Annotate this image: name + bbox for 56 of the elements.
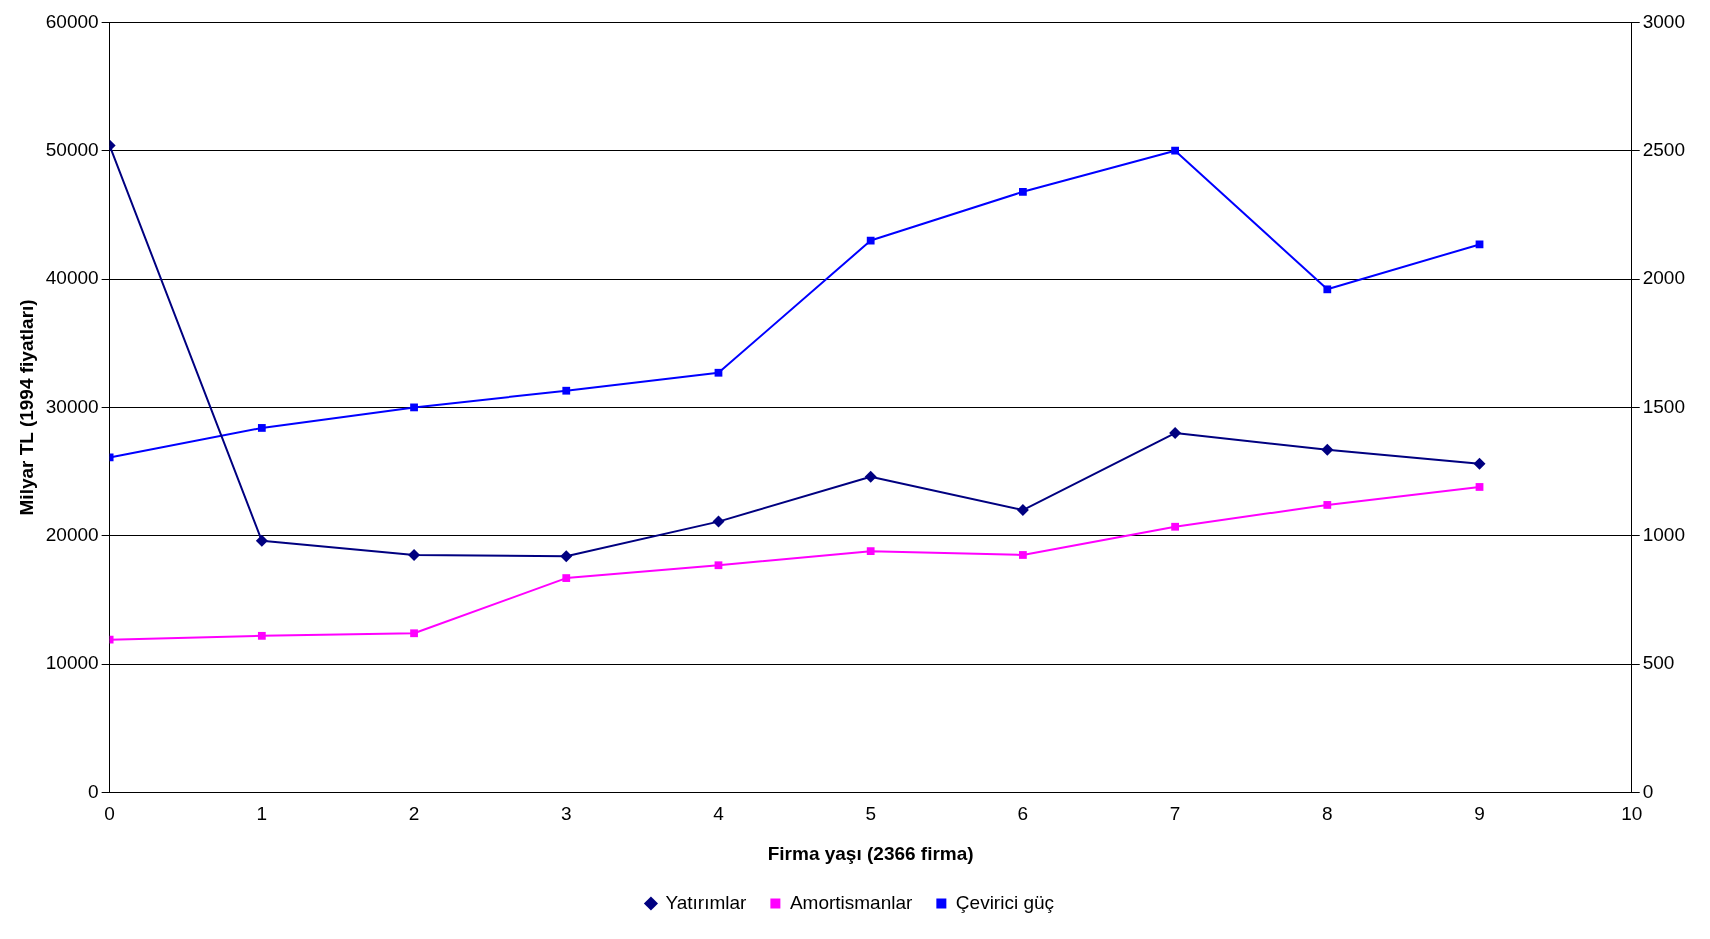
y-tick-label: 50000 (45, 138, 99, 160)
x-tick-label: 10 (1621, 803, 1643, 825)
point (560, 550, 573, 563)
x-tick-label: 0 (104, 803, 115, 825)
point (1171, 146, 1179, 155)
x-tick-label: 2 (408, 803, 420, 825)
point (1171, 522, 1179, 531)
y-tick-label: 20000 (45, 523, 99, 545)
y2-tick-label: 0 (1642, 780, 1654, 802)
y2-tick-label: 2500 (1642, 138, 1686, 160)
x-tick-label: 3 (560, 803, 572, 825)
point (1321, 443, 1334, 456)
y2-tick-label: 3000 (1642, 10, 1686, 32)
legend-label: Yatırımlar (665, 891, 748, 913)
point (864, 470, 877, 483)
point (1016, 504, 1029, 517)
x-tick-label: 1 (256, 803, 268, 825)
point (866, 236, 875, 245)
y-tick-label: 30000 (45, 395, 99, 417)
x-tick-label: 8 (1322, 803, 1333, 825)
point (866, 547, 875, 556)
point (1019, 187, 1027, 196)
y2-tick-label: 1000 (1642, 523, 1686, 545)
point (410, 403, 418, 412)
y-tick-label: 40000 (45, 267, 99, 289)
y-tick-label: 10000 (45, 652, 99, 674)
x-tick-label: 9 (1474, 803, 1485, 825)
point (1475, 483, 1484, 491)
point (257, 631, 266, 640)
y2-tick-label: 1500 (1642, 395, 1686, 417)
y-axis-title: Milyar TL (1994 fiyatları) (15, 299, 37, 516)
point (255, 534, 268, 547)
point (1473, 457, 1486, 470)
y-tick-label: 0 (88, 780, 99, 802)
x-tick-label: 5 (865, 803, 876, 825)
point (1323, 285, 1332, 294)
x-tick-label: 6 (1017, 803, 1029, 825)
point (562, 386, 571, 395)
point (712, 515, 725, 528)
legend-label: Çevirici güç (955, 891, 1055, 913)
point (1169, 427, 1182, 440)
x-tick-label: 4 (713, 803, 725, 825)
x-tick-label: 7 (1169, 803, 1181, 825)
x-axis-title: Firma yaşı (2366 firma) (767, 842, 974, 864)
y2-tick-label: 2000 (1642, 267, 1686, 289)
point (410, 629, 418, 638)
y-tick-label: 60000 (45, 10, 99, 32)
point (714, 368, 723, 377)
legend-label: Amortismanlar (789, 891, 914, 913)
point (1323, 501, 1332, 509)
point (562, 574, 571, 582)
point (1019, 551, 1027, 559)
point (408, 548, 421, 561)
y2-tick-label: 500 (1642, 652, 1675, 674)
point (714, 561, 723, 570)
point (257, 424, 266, 432)
